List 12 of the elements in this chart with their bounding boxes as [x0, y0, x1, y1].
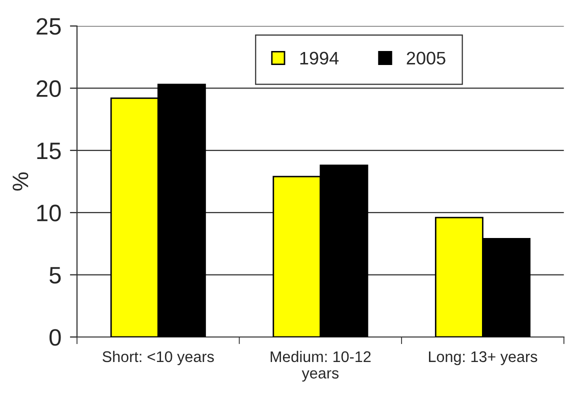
y-tick-label: 10 [37, 204, 61, 222]
y-tick-label: 20 [36, 80, 61, 97]
y-tick-label: 5 [50, 267, 61, 284]
legend-label: 1994 [300, 52, 339, 65]
y-tick-label: 0 [50, 329, 61, 346]
x-tick-label: Short: <10 years [102, 350, 214, 366]
y-axis-title: % [12, 172, 28, 191]
x-tick-label: Long: 13+ years [428, 351, 538, 366]
y-tick-label: 25 [36, 18, 61, 35]
legend-label: 2005 [406, 52, 446, 65]
x-tick-label: Medium: 10-12 years [270, 350, 371, 382]
y-tick-label: 15 [37, 142, 61, 160]
